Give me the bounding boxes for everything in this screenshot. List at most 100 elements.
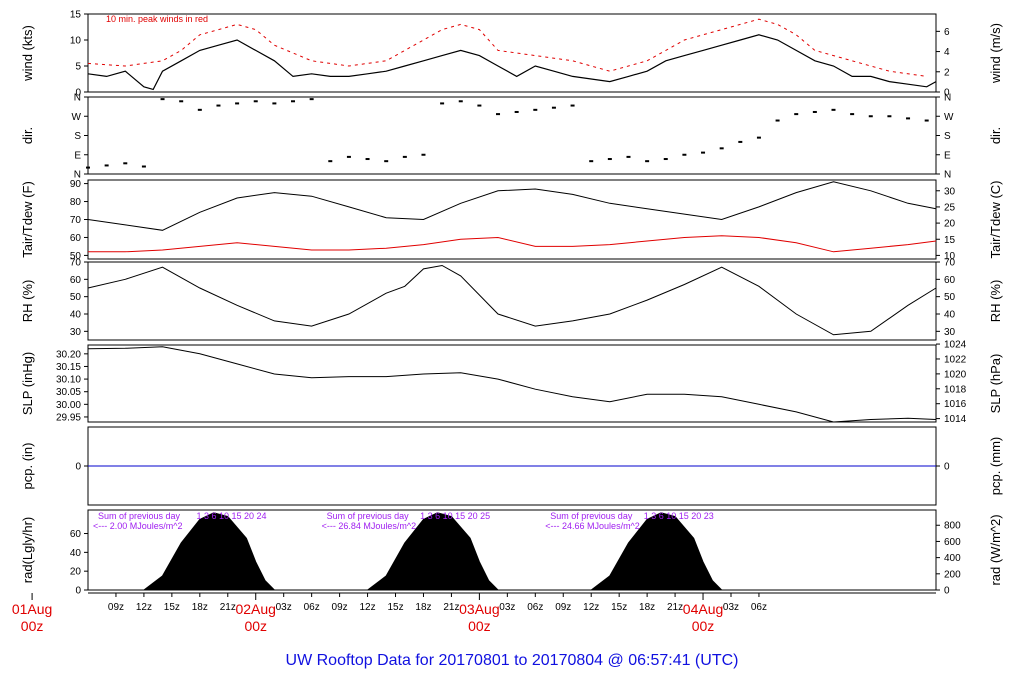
- xtick-label: 06z: [304, 602, 320, 613]
- ytick-right-label: S: [944, 131, 951, 142]
- panel-rh: 30 40 50 60 70 30 40 50 60 70 RH (%) RH (%): [20, 258, 1003, 341]
- ytick-right-label: 1020: [944, 369, 967, 380]
- series-temp-0: [87, 181, 937, 231]
- ytick-right-label: 70: [944, 258, 956, 269]
- ytick-right-label: W: [944, 112, 954, 123]
- panel-wind: 0 5 10 15 0 2 4 6 wind (kts) wind (m/s): [20, 10, 1003, 99]
- ytick-left-label: 60: [70, 275, 82, 286]
- solar-sum-value: <--- 2.00 MJoules/m^2: [93, 521, 183, 531]
- ytick-right-label: 800: [944, 521, 961, 532]
- dir-point: [514, 110, 519, 113]
- ytick-left-label: 30.20: [56, 349, 81, 360]
- xtick-label: 12z: [359, 602, 375, 613]
- dir-point: [775, 119, 780, 122]
- ylabel-right-slp: SLP (hPa): [988, 354, 1003, 414]
- solar-hours: 1 3 6 10 15 20 23: [644, 511, 714, 521]
- dir-point: [868, 115, 873, 118]
- dir-point: [346, 155, 351, 158]
- xtick-label: 18z: [192, 602, 208, 613]
- ytick-left-label: 20: [70, 567, 82, 578]
- ylabel-right-wind: wind (m/s): [988, 23, 1003, 84]
- solar-sum-value: <--- 26.84 MJoules/m^2: [322, 521, 417, 531]
- ytick-left-label: 0: [75, 586, 81, 597]
- ylabel-right-dir: dir.: [988, 127, 1003, 144]
- ytick-left-label: N: [74, 170, 81, 181]
- dir-point: [551, 106, 556, 109]
- dir-point: [235, 102, 240, 105]
- dir-point: [570, 104, 575, 107]
- dir-point: [216, 104, 221, 107]
- ytick-left-label: 29.95: [56, 412, 81, 423]
- day-label-date: 04Aug: [683, 601, 723, 617]
- day-label-hour: 00z: [21, 618, 44, 634]
- xtick-label: 03z: [499, 602, 515, 613]
- ytick-left-label: W: [72, 112, 82, 123]
- solar-hours: 1 3 6 10 15 20 24: [196, 511, 266, 521]
- dir-point: [887, 115, 892, 118]
- xtick-label: 15z: [164, 602, 180, 613]
- ytick-left-label: 60: [70, 529, 82, 540]
- dir-point: [160, 98, 165, 101]
- ytick-right-label: 0: [944, 462, 950, 473]
- ytick-left-label: 5: [75, 62, 81, 73]
- dir-point: [141, 165, 146, 168]
- dir-point: [533, 108, 538, 111]
- ytick-left-label: 30.00: [56, 400, 81, 411]
- xtick-label: 18z: [415, 602, 431, 613]
- ytick-right-label: 20: [944, 219, 956, 230]
- series-temp-1: [88, 235, 937, 253]
- ytick-right-label: 0: [944, 586, 950, 597]
- xtick-label: 09z: [332, 602, 348, 613]
- dir-point: [309, 98, 314, 101]
- ytick-left-label: 30: [70, 327, 82, 338]
- ytick-left-label: 0: [75, 462, 81, 473]
- ytick-right-label: E: [944, 150, 951, 161]
- dir-point: [682, 153, 687, 156]
- ytick-right-label: 1024: [944, 340, 967, 351]
- series-wind-0: [87, 34, 937, 91]
- ylabel-right-temp: Tair/Tdew (C): [988, 180, 1003, 258]
- dir-point: [384, 160, 389, 163]
- xtick-label: 21z: [667, 602, 683, 613]
- ylabel-left-rad: rad(Lgly/hr): [20, 517, 35, 583]
- ytick-right-label: 600: [944, 537, 961, 548]
- ytick-right-label: 1018: [944, 384, 967, 395]
- dir-point: [496, 113, 501, 116]
- panel-frame-temp: [87, 179, 937, 260]
- xtick-label: 21z: [220, 602, 236, 613]
- chart-title: UW Rooftop Data for 20170801 to 20170804…: [286, 652, 739, 669]
- dir-point: [197, 108, 202, 111]
- ytick-left-label: E: [74, 150, 81, 161]
- ytick-right-label: 200: [944, 569, 961, 580]
- series-wind-1: [87, 18, 927, 77]
- dir-point: [812, 110, 817, 113]
- xtick-label: 06z: [527, 602, 543, 613]
- ytick-left-label: N: [74, 93, 81, 104]
- series-rh-0: [87, 264, 937, 336]
- day-label-hour: 00z: [468, 618, 491, 634]
- dir-point: [421, 153, 426, 156]
- ytick-left-label: 10: [70, 36, 82, 47]
- ytick-right-label: 2: [944, 67, 950, 78]
- solar-sum-title: Sum of previous day: [327, 511, 410, 521]
- ylabel-left-dir: dir.: [20, 127, 35, 144]
- dir-point: [701, 151, 706, 154]
- ytick-right-label: 1022: [944, 354, 967, 365]
- dir-point: [179, 100, 184, 103]
- day-label-date: 03Aug: [459, 601, 499, 617]
- dir-point: [589, 160, 594, 163]
- dir-point: [719, 147, 724, 150]
- dir-point: [440, 102, 445, 105]
- ytick-right-label: 15: [944, 235, 956, 246]
- panel-frame-dir: [87, 96, 937, 175]
- dir-point: [850, 113, 855, 116]
- panel-frame-slp: [87, 344, 937, 423]
- wind-peak-note: 10 min. peak winds in red: [106, 14, 208, 24]
- ytick-right-label: 400: [944, 553, 961, 564]
- ylabel-left-wind: wind (kts): [20, 25, 35, 82]
- ylabel-left-temp: Tair/Tdew (F): [20, 181, 35, 258]
- ytick-right-label: 1014: [944, 414, 967, 425]
- dir-point: [663, 158, 668, 161]
- xtick-label: 15z: [611, 602, 627, 613]
